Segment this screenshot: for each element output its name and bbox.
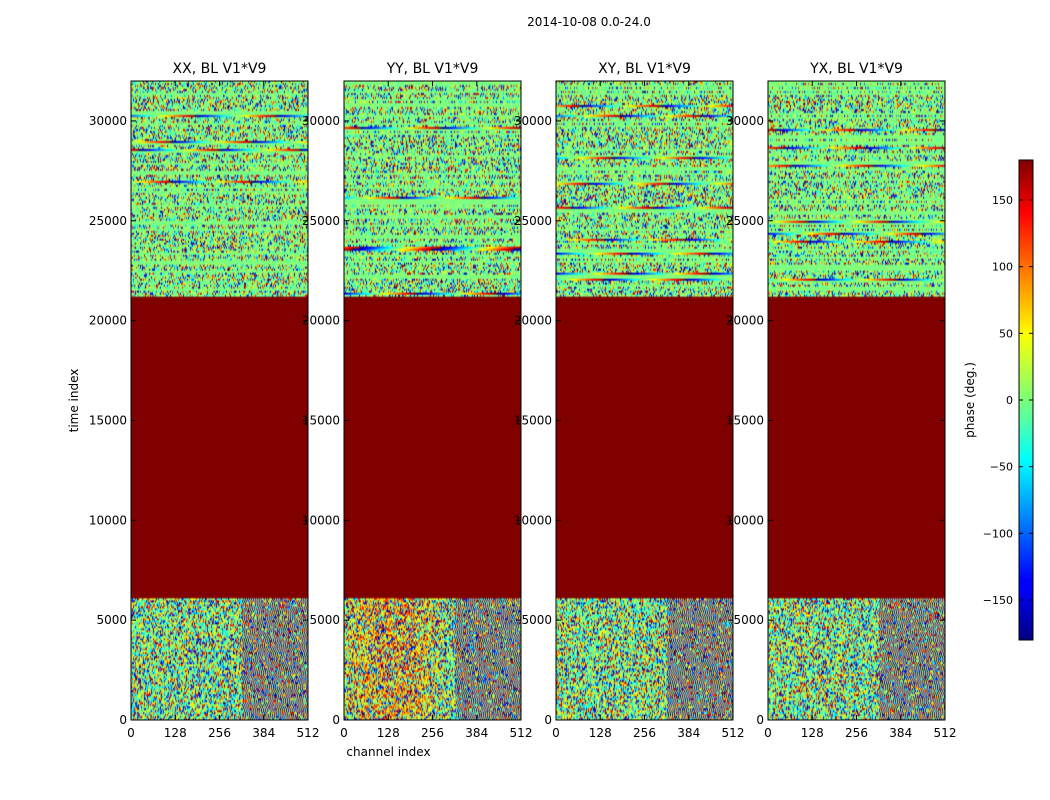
x-tick-label: 512 (510, 726, 533, 740)
colorbar-tick-label: 50 (999, 327, 1013, 340)
x-tick-label: 256 (633, 726, 656, 740)
y-tick-label: 20000 (302, 314, 340, 328)
colorbar: −150 −100 −50 0 50 100 150 phase (deg.) (963, 159, 1034, 641)
y-tick-label: 25000 (89, 214, 127, 228)
x-tick-label: 0 (127, 726, 135, 740)
x-tick-label: 256 (421, 726, 444, 740)
x-tick-label: 0 (764, 726, 772, 740)
panel-title: YY, BL V1*V9 (386, 61, 479, 77)
x-tick-label: 0 (552, 726, 560, 740)
x-tick-label: 512 (297, 726, 320, 740)
x-tick-label: 128 (801, 726, 824, 740)
y-tick-label: 30000 (89, 114, 127, 128)
panels: XX, BL V1*V9 0 128 256 384 512 0 5000 10000 15000… (67, 61, 956, 759)
x-tick-label: 0 (340, 726, 348, 740)
colorbar-tick-label: −50 (990, 461, 1013, 474)
y-tick-label: 15000 (302, 413, 340, 427)
y-tick-label: 0 (119, 713, 127, 727)
x-tick-label: 256 (208, 726, 231, 740)
y-tick-label: 20000 (89, 314, 127, 328)
x-tick-label: 512 (934, 726, 957, 740)
x-tick-label: 384 (252, 726, 275, 740)
y-tick-label: 10000 (89, 513, 127, 527)
y-tick-label: 5000 (96, 613, 127, 627)
y-tick-label: 25000 (726, 214, 764, 228)
y-tick-label: 30000 (726, 114, 764, 128)
y-tick-label: 5000 (521, 613, 552, 627)
heatmap-image (344, 81, 521, 720)
y-tick-label: 10000 (302, 513, 340, 527)
y-tick-label: 20000 (514, 314, 552, 328)
x-tick-label: 512 (722, 726, 745, 740)
y-tick-label: 0 (544, 713, 552, 727)
colorbar-tick-label: 0 (1006, 394, 1013, 407)
x-tick-label: 256 (845, 726, 868, 740)
y-tick-label: 5000 (733, 613, 764, 627)
y-tick-label: 15000 (89, 413, 127, 427)
y-tick-label: 30000 (514, 114, 552, 128)
y-tick-label: 25000 (514, 214, 552, 228)
panel-1: XX, BL V1*V9 0 128 256 384 512 0 5000 10000 15000… (67, 61, 319, 740)
y-tick-label: 20000 (726, 314, 764, 328)
panel-2: YY, BL V1*V9 0 128 256 384 512 0 5000 10000 15000… (302, 61, 533, 759)
x-tick-label: 128 (589, 726, 612, 740)
heatmap-image (556, 81, 733, 720)
colorbar-label: phase (deg.) (963, 362, 977, 438)
y-tick-label: 0 (332, 713, 340, 727)
figure-title: 2014-10-08 0.0-24.0 (527, 15, 651, 29)
heatmap-image (768, 81, 945, 720)
heatmap-image (131, 81, 308, 720)
panel-title: XY, BL V1*V9 (598, 61, 691, 77)
x-tick-label: 384 (889, 726, 912, 740)
y-tick-label: 10000 (514, 513, 552, 527)
colorbar-tick-label: −100 (983, 527, 1013, 540)
panel-3: XY, BL V1*V9 0 128 256 384 512 0 5000 10000 15000… (514, 61, 745, 740)
x-tick-label: 128 (377, 726, 400, 740)
y-tick-label: 25000 (302, 214, 340, 228)
panel-4: YX, BL V1*V9 0 128 256 384 512 0 5000 10000 15000… (726, 61, 957, 740)
x-tick-label: 384 (465, 726, 488, 740)
y-tick-label: 15000 (726, 413, 764, 427)
colorbar-tick-label: −150 (983, 594, 1013, 607)
y-axis-label: time index (67, 369, 81, 433)
colorbar-tick-label: 100 (992, 261, 1013, 274)
x-axis-label: channel index (346, 745, 430, 759)
x-tick-label: 384 (677, 726, 700, 740)
panel-title: YX, BL V1*V9 (809, 61, 903, 77)
y-tick-label: 15000 (514, 413, 552, 427)
y-tick-label: 30000 (302, 114, 340, 128)
x-tick-label: 128 (164, 726, 187, 740)
panel-title: XX, BL V1*V9 (173, 61, 267, 77)
y-tick-label: 0 (756, 713, 764, 727)
y-tick-label: 5000 (309, 613, 340, 627)
y-tick-label: 10000 (726, 513, 764, 527)
colorbar-tick-label: 150 (992, 194, 1013, 207)
